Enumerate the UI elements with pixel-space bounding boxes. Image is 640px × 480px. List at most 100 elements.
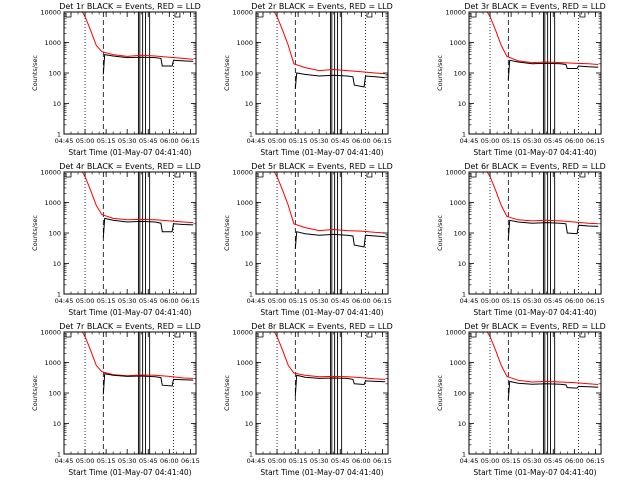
x-tick-label: 05:45 <box>331 297 350 305</box>
x-tick-label: 05:45 <box>544 137 563 145</box>
y-tick-label: 100 <box>49 70 61 78</box>
y-tick-label: 10 <box>458 260 466 268</box>
events-series-line <box>294 374 386 397</box>
bracket-marker <box>174 173 181 178</box>
plot-frame <box>255 171 389 295</box>
chart-panel-9: Det 9r BLACK = Events, RED = LLD Counts/s… <box>436 322 606 477</box>
lld-series-line <box>469 172 599 225</box>
y-axis-label: Counts/sec <box>436 55 444 91</box>
y-tick-label: 100 <box>241 230 253 238</box>
bracket-marker <box>257 333 264 338</box>
chart-title: Det 2r BLACK = Events, RED = LLD <box>251 2 393 11</box>
x-tick-label: 04:45 <box>247 297 266 305</box>
plot-frame <box>255 331 389 455</box>
x-tick-label: 06:15 <box>181 137 200 145</box>
chart-panel-5: Det 5r BLACK = Events, RED = LLD Counts/s… <box>223 162 393 317</box>
lld-series-line <box>64 12 194 60</box>
events-series-line <box>102 54 194 75</box>
chart-panel-6: Det 6r BLACK = Events, RED = LLD Counts/s… <box>436 162 606 317</box>
x-axis-label: Start Time (01-May-07 04:41:40) <box>260 148 383 157</box>
x-tick-label: 05:15 <box>502 137 521 145</box>
y-tick-label: 100 <box>454 230 466 238</box>
bracket-marker <box>174 333 181 338</box>
bracket-marker <box>257 173 264 178</box>
y-tick-label: 1 <box>462 451 466 459</box>
x-tick-label: 06:15 <box>181 297 200 305</box>
y-tick-label: 10000 <box>445 9 466 17</box>
chart-panel-8: Det 8r BLACK = Events, RED = LLD Counts/s… <box>223 322 393 477</box>
lld-series-line <box>469 12 599 65</box>
x-tick-label: 05:45 <box>139 137 158 145</box>
bracket-marker <box>579 173 586 178</box>
x-axis-label: Start Time (01-May-07 04:41:40) <box>260 308 383 317</box>
x-tick-label: 05:15 <box>289 137 308 145</box>
x-tick-label: 05:00 <box>481 137 500 145</box>
x-tick-label: 05:15 <box>97 297 116 305</box>
y-tick-label: 10000 <box>232 169 253 177</box>
events-series-line <box>294 72 386 89</box>
x-tick-label: 06:00 <box>352 137 371 145</box>
y-tick-label: 10 <box>458 100 466 108</box>
bracket-marker <box>366 13 373 18</box>
chart-panel-3: Det 3r BLACK = Events, RED = LLD Counts/s… <box>436 2 606 157</box>
chart-panel-4: Det 4r BLACK = Events, RED = LLD Counts/s… <box>31 162 201 317</box>
events-series-line <box>294 231 386 249</box>
y-tick-label: 1000 <box>44 199 61 207</box>
bracket-marker <box>65 173 72 178</box>
x-tick-label: 06:15 <box>181 457 200 465</box>
lld-series-line <box>256 332 386 380</box>
y-tick-label: 10 <box>245 100 253 108</box>
x-tick-label: 06:15 <box>586 457 605 465</box>
x-tick-label: 05:45 <box>544 457 563 465</box>
y-axis-label: Counts/sec <box>31 375 39 411</box>
y-tick-label: 1000 <box>236 359 253 367</box>
y-tick-label: 100 <box>49 230 61 238</box>
x-tick-label: 05:30 <box>118 457 137 465</box>
chart-title: Det 8r BLACK = Events, RED = LLD <box>251 322 393 331</box>
y-axis-label: Counts/sec <box>31 55 39 91</box>
x-tick-label: 06:15 <box>373 137 392 145</box>
x-tick-label: 04:45 <box>55 457 74 465</box>
x-tick-label: 05:30 <box>523 457 542 465</box>
events-series-line <box>102 373 194 395</box>
y-axis-label: Counts/sec <box>436 375 444 411</box>
y-tick-label: 1000 <box>236 39 253 47</box>
x-tick-label: 05:00 <box>76 137 95 145</box>
plot-frame <box>63 331 197 455</box>
x-tick-label: 05:30 <box>310 137 329 145</box>
y-axis-label: Counts/sec <box>223 215 231 251</box>
x-tick-label: 06:00 <box>160 457 179 465</box>
chart-title: Det 3r BLACK = Events, RED = LLD <box>464 2 606 11</box>
y-tick-label: 100 <box>454 390 466 398</box>
y-tick-label: 10000 <box>232 329 253 337</box>
x-axis-label: Start Time (01-May-07 04:41:40) <box>260 468 383 477</box>
x-tick-label: 05:30 <box>310 457 329 465</box>
y-tick-label: 1000 <box>449 359 466 367</box>
y-tick-label: 100 <box>241 390 253 398</box>
x-tick-label: 04:45 <box>55 297 74 305</box>
lld-series-line <box>64 172 194 224</box>
y-tick-label: 10000 <box>232 9 253 17</box>
bracket-marker <box>65 13 72 18</box>
plot-frame <box>255 11 389 135</box>
x-tick-label: 05:15 <box>502 457 521 465</box>
x-tick-label: 05:15 <box>289 457 308 465</box>
y-tick-label: 1000 <box>236 199 253 207</box>
bracket-marker <box>257 13 264 18</box>
bracket-marker <box>366 333 373 338</box>
chart-title: Det 7r BLACK = Events, RED = LLD <box>59 322 201 331</box>
x-tick-label: 06:15 <box>373 457 392 465</box>
y-tick-label: 1000 <box>44 39 61 47</box>
x-tick-label: 04:45 <box>55 137 74 145</box>
y-tick-label: 1 <box>249 291 253 299</box>
x-tick-label: 05:00 <box>481 297 500 305</box>
x-tick-label: 05:00 <box>76 457 95 465</box>
bracket-marker <box>366 173 373 178</box>
y-tick-label: 10000 <box>40 9 61 17</box>
x-axis-label: Start Time (01-May-07 04:41:40) <box>68 308 191 317</box>
x-tick-label: 05:15 <box>502 297 521 305</box>
x-tick-label: 06:00 <box>565 297 584 305</box>
x-tick-label: 05:45 <box>544 297 563 305</box>
x-tick-label: 05:45 <box>139 297 158 305</box>
chart-panel-2: Det 2r BLACK = Events, RED = LLD Counts/s… <box>223 2 393 157</box>
